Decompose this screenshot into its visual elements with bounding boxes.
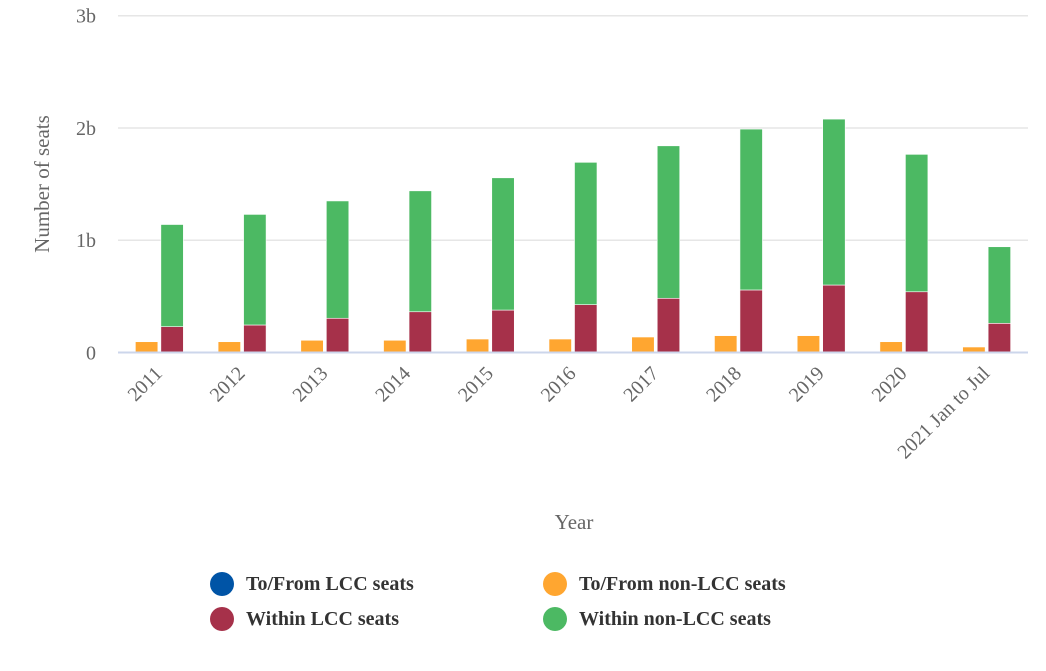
legend-label: To/From LCC seats xyxy=(246,572,414,595)
legend-label: To/From non-LCC seats xyxy=(579,572,786,595)
x-axis-tick-labels: 2011 2012 2013 2014 2015 2016 2017 2018 2019 2020… xyxy=(124,362,995,463)
x-axis-title: Year xyxy=(555,510,594,534)
x-tick-label: 2014 xyxy=(371,362,415,406)
bar-within-lcc-seats-2020[interactable] xyxy=(905,291,929,353)
bar-to-from-non-lcc-seats-2013[interactable] xyxy=(300,339,324,353)
bar-within-lcc-seats-2019[interactable] xyxy=(822,284,846,353)
bar-to-from-non-lcc-seats-2017[interactable] xyxy=(631,336,655,353)
x-tick-label: 2016 xyxy=(537,362,581,406)
bar-within-lcc-seats-2016[interactable] xyxy=(574,304,598,353)
bar-to-from-non-lcc-seats-2020[interactable] xyxy=(879,341,903,353)
bar-to-from-non-lcc-seats-2019[interactable] xyxy=(796,335,820,353)
bar-to-from-non-lcc-seats-2015[interactable] xyxy=(465,338,490,353)
legend-item-to-from-lcc[interactable]: To/From LCC seats xyxy=(210,570,414,598)
legend-item-to-from-non-lcc[interactable]: To/From non-LCC seats xyxy=(543,570,786,598)
bar-within-lcc-seats-2014[interactable] xyxy=(408,311,432,353)
legend-item-within-lcc[interactable]: Within LCC seats xyxy=(210,605,399,633)
x-tick-label: 2017 xyxy=(619,362,663,406)
bar-within-non-lcc-seats-2012[interactable] xyxy=(243,214,267,326)
x-tick-label: 2020 xyxy=(868,362,912,406)
y-axis-title: Number of seats xyxy=(30,115,54,253)
bar-within-lcc-seats-2018[interactable] xyxy=(739,289,763,353)
y-tick-label: 3b xyxy=(76,6,96,28)
gridlines xyxy=(118,14,1028,241)
x-tick-label: 2011 xyxy=(124,362,167,405)
bar-within-lcc-seats-2017[interactable] xyxy=(656,297,681,353)
bar-within-lcc-seats-2011[interactable] xyxy=(160,326,184,353)
bar-series xyxy=(135,118,1011,353)
bar-within-non-lcc-seats-2020[interactable] xyxy=(905,154,929,293)
y-axis-tick-labels: 0 1b 2b 3b xyxy=(76,6,96,365)
legend: To/From LCC seats To/From non-LCC seats … xyxy=(210,570,850,634)
bar-to-from-non-lcc-seats-2011[interactable] xyxy=(135,341,159,353)
legend-marker-icon xyxy=(543,607,567,631)
legend-marker-icon xyxy=(543,572,567,596)
bar-within-non-lcc-seats-2015[interactable] xyxy=(491,177,515,311)
bar-within-non-lcc-seats-2013[interactable] xyxy=(326,200,350,319)
bar-within-non-lcc-seats-2017[interactable] xyxy=(656,145,681,299)
bar-within-non-lcc-seats-2018[interactable] xyxy=(739,128,763,291)
y-tick-label: 2b xyxy=(76,118,96,140)
legend-marker-icon xyxy=(210,572,234,596)
bar-within-non-lcc-seats-2021-jan-to-jul[interactable] xyxy=(987,246,1011,324)
x-tick-label: 2015 xyxy=(454,362,498,406)
legend-marker-icon xyxy=(210,607,234,631)
y-tick-label: 0 xyxy=(86,343,96,365)
bar-within-non-lcc-seats-2011[interactable] xyxy=(160,224,184,327)
bar-within-lcc-seats-2013[interactable] xyxy=(326,317,350,353)
legend-item-within-non-lcc[interactable]: Within non-LCC seats xyxy=(543,605,771,633)
legend-label: Within LCC seats xyxy=(246,607,399,630)
bar-within-non-lcc-seats-2019[interactable] xyxy=(822,118,846,286)
bar-within-non-lcc-seats-2016[interactable] xyxy=(574,162,598,305)
bar-within-lcc-seats-2015[interactable] xyxy=(491,309,515,353)
stacked-bar-chart: 0 1b 2b 3b 2011 2012 2013 2014 2015 2016 2017 2018… xyxy=(30,6,1028,534)
y-tick-label: 1b xyxy=(76,230,96,252)
legend-label: Within non-LCC seats xyxy=(579,607,771,630)
bar-to-from-non-lcc-seats-2012[interactable] xyxy=(217,341,241,353)
bar-to-from-non-lcc-seats-2018[interactable] xyxy=(714,335,738,353)
x-tick-label: 2012 xyxy=(206,362,250,406)
x-tick-label: 2018 xyxy=(702,362,746,406)
bar-within-lcc-seats-2012[interactable] xyxy=(243,324,267,353)
bar-to-from-non-lcc-seats-2016[interactable] xyxy=(548,338,572,353)
x-tick-label: 2019 xyxy=(785,362,829,406)
bar-to-from-non-lcc-seats-2014[interactable] xyxy=(383,339,407,353)
bar-within-non-lcc-seats-2014[interactable] xyxy=(408,190,432,313)
bar-within-lcc-seats-2021-jan-to-jul[interactable] xyxy=(987,323,1011,353)
x-tick-label: 2013 xyxy=(289,362,333,406)
